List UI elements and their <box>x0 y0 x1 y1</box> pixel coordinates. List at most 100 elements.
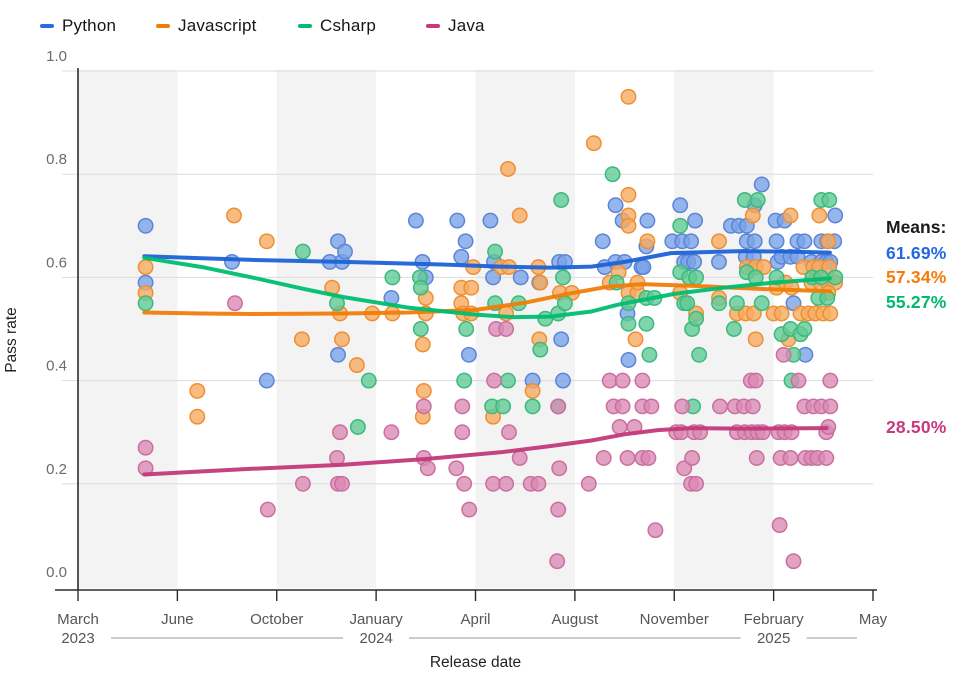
data-point-python <box>485 269 502 286</box>
data-point-java <box>415 398 432 415</box>
data-point-java <box>688 475 705 492</box>
data-point-python <box>555 372 571 389</box>
x-year-label: 2024 <box>359 630 392 647</box>
legend-label: Csharp <box>320 16 377 35</box>
data-point-java <box>227 295 243 312</box>
data-point-csharp <box>360 372 377 389</box>
data-point-javascript <box>585 135 602 152</box>
data-point-javascript <box>620 217 637 234</box>
data-point-java <box>461 501 478 518</box>
data-point-javascript <box>532 274 549 291</box>
data-point-csharp <box>556 295 573 312</box>
y-tick-label: 0.4 <box>46 358 67 375</box>
data-point-java <box>551 460 568 477</box>
data-point-javascript <box>511 207 528 224</box>
data-point-csharp <box>711 295 727 312</box>
data-point-csharp <box>456 372 473 389</box>
data-point-java <box>501 424 517 441</box>
data-point-python <box>620 352 637 368</box>
data-point-javascript <box>755 259 772 276</box>
csharp-legend-swatch-icon <box>298 24 312 28</box>
data-point-java <box>498 321 515 337</box>
legend-label: Java <box>448 16 485 35</box>
data-point-csharp <box>412 321 429 337</box>
data-point-java <box>550 398 567 415</box>
data-point-java <box>550 501 567 518</box>
data-point-python <box>137 217 154 234</box>
data-point-python <box>453 248 470 265</box>
legend-label: Javascript <box>178 16 257 35</box>
mean-value: 55.27% <box>886 292 947 312</box>
data-point-python <box>746 233 763 250</box>
data-point-java <box>747 372 764 389</box>
legend-item-java: Java <box>426 14 485 38</box>
data-point-csharp <box>412 279 429 296</box>
x-tick-label: May <box>859 611 888 628</box>
background-band <box>78 70 178 588</box>
y-tick-label: 0.8 <box>46 151 67 168</box>
data-point-java <box>676 460 693 477</box>
data-point-java <box>456 475 473 492</box>
data-point-javascript <box>415 382 432 399</box>
data-point-csharp <box>725 321 742 337</box>
data-point-csharp <box>500 372 516 389</box>
x-tick-label: January <box>349 611 403 628</box>
data-point-csharp <box>495 398 512 415</box>
data-point-csharp <box>672 217 689 234</box>
x-tick-label: November <box>640 611 709 628</box>
data-point-javascript <box>627 331 644 348</box>
data-point-csharp <box>604 166 621 183</box>
x-year-label: 2023 <box>61 630 94 647</box>
data-point-csharp <box>753 295 770 312</box>
data-point-java <box>643 398 660 415</box>
data-point-javascript <box>293 331 310 348</box>
y-tick-label: 0.6 <box>46 254 67 271</box>
data-point-java <box>640 450 657 466</box>
data-point-python <box>457 233 474 250</box>
data-point-java <box>530 475 547 492</box>
data-point-csharp <box>137 295 154 312</box>
data-point-python <box>594 233 611 250</box>
data-point-csharp <box>728 295 745 312</box>
data-point-python <box>711 253 727 270</box>
data-point-python <box>224 253 240 270</box>
data-point-csharp <box>749 192 766 208</box>
data-point-java <box>485 475 502 492</box>
data-point-java <box>498 475 515 492</box>
data-point-python <box>607 197 624 214</box>
x-axis-title: Release date <box>430 654 521 671</box>
background-band <box>276 70 377 588</box>
data-point-java <box>818 450 835 466</box>
data-point-python <box>639 212 656 229</box>
legend-item-python: Python <box>40 14 116 38</box>
java-legend-swatch-icon <box>426 24 440 28</box>
data-point-csharp <box>688 310 705 327</box>
data-point-javascript <box>620 186 637 203</box>
legend: Python Javascript Csharp Java <box>0 14 975 38</box>
mean-value: 28.50% <box>886 417 947 437</box>
data-point-javascript <box>189 382 206 399</box>
data-point-java <box>486 372 503 389</box>
data-point-java <box>448 460 465 477</box>
y-tick-label: 0.2 <box>46 461 67 478</box>
x-tick-label: October <box>250 611 303 628</box>
data-point-java <box>822 372 839 389</box>
data-point-javascript <box>500 161 516 177</box>
data-point-java <box>419 460 436 477</box>
data-point-java <box>383 424 400 441</box>
python-legend-swatch-icon <box>40 24 54 28</box>
data-point-python <box>686 253 703 270</box>
data-point-csharp <box>553 192 570 208</box>
data-point-csharp <box>821 192 838 208</box>
data-point-python <box>683 233 700 250</box>
data-point-javascript <box>782 207 799 224</box>
y-tick-label: 1.0 <box>46 48 67 65</box>
data-point-csharp <box>641 346 658 363</box>
y-tick-label: 0.0 <box>46 564 67 581</box>
data-point-javascript <box>226 207 242 224</box>
data-point-python <box>449 212 466 229</box>
legend-item-javascript: Javascript <box>156 14 257 38</box>
data-point-java <box>614 372 631 389</box>
data-point-java <box>684 450 701 466</box>
data-point-javascript <box>822 305 839 322</box>
